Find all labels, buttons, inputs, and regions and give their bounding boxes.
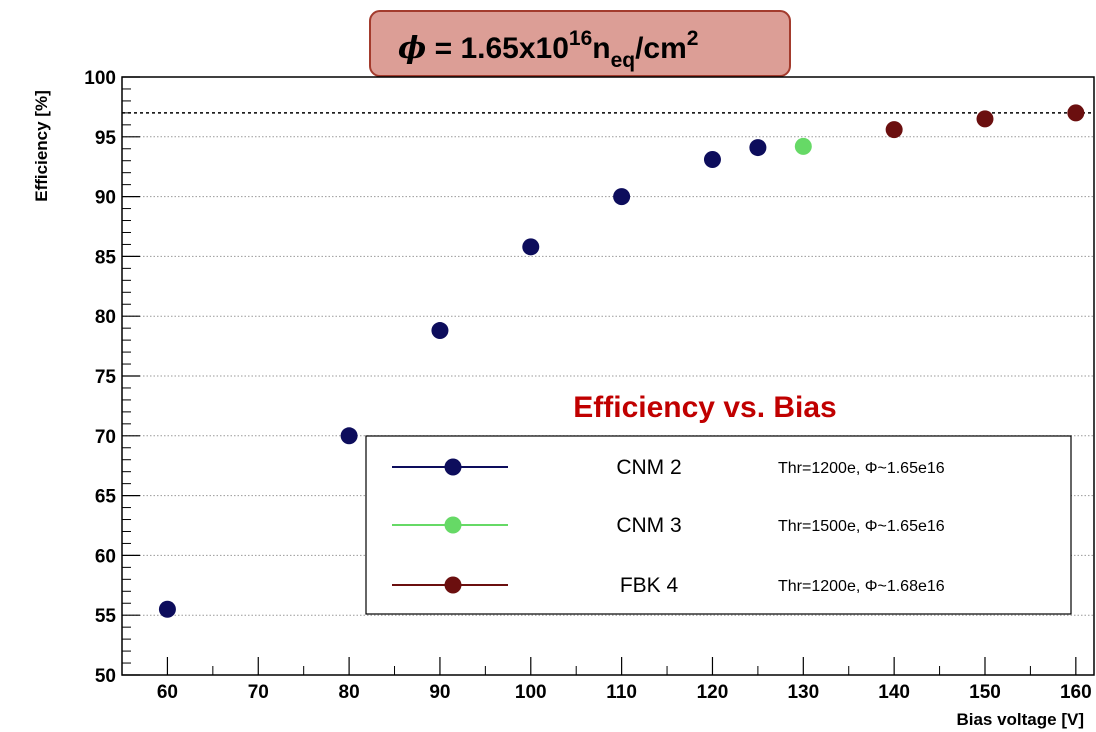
x-tick-label: 90 bbox=[429, 682, 450, 703]
title-equation: = 1.65x10 bbox=[426, 32, 569, 65]
y-tick-label: 85 bbox=[95, 247, 117, 268]
y-tick-label: 75 bbox=[95, 367, 117, 388]
y-tick-label: 70 bbox=[95, 427, 116, 448]
title-box: ϕ = 1.65x1016neq/cm2 bbox=[369, 10, 791, 77]
chart-annotation: Efficiency vs. Bias bbox=[573, 391, 836, 424]
x-tick-label: 120 bbox=[697, 682, 729, 703]
x-tick-label: 140 bbox=[878, 682, 910, 703]
x-axis-label: Bias voltage [V] bbox=[956, 710, 1084, 729]
data-point-fbk-4 bbox=[976, 110, 994, 128]
data-point-cnm-2 bbox=[703, 151, 721, 169]
title-unit: /cm bbox=[635, 32, 687, 65]
y-tick-label: 95 bbox=[95, 128, 117, 149]
legend-series-name: CNM 2 bbox=[616, 456, 681, 479]
grid bbox=[122, 136, 1094, 616]
title-exponent: 16 bbox=[569, 27, 592, 50]
legend-marker bbox=[444, 516, 462, 534]
y-tick-label: 100 bbox=[84, 68, 116, 89]
x-tick-label: 60 bbox=[157, 682, 178, 703]
data-points bbox=[158, 104, 1085, 618]
data-point-cnm-2 bbox=[522, 238, 540, 256]
x-tick-label: 80 bbox=[339, 682, 360, 703]
y-tick-label: 65 bbox=[95, 487, 117, 508]
legend-series-description: Thr=1500e, Φ~1.65e16 bbox=[778, 518, 945, 535]
title-subscript: eq bbox=[611, 49, 636, 72]
x-tick-label: 70 bbox=[248, 682, 269, 703]
data-point-cnm-2 bbox=[613, 188, 631, 206]
y-axis-label: Efficiency [%] bbox=[32, 90, 51, 201]
y-tick-label: 80 bbox=[95, 307, 116, 328]
y-axis: 50 55 60 65 70 75 80 85 90 95 100 bbox=[84, 68, 140, 687]
data-point-cnm-2 bbox=[749, 139, 767, 157]
title-n: n bbox=[592, 32, 610, 65]
data-point-cnm-3 bbox=[794, 137, 812, 155]
x-tick-label: 130 bbox=[787, 682, 819, 703]
title-box-background bbox=[369, 10, 791, 77]
data-point-fbk-4 bbox=[1067, 104, 1085, 122]
y-tick-label: 90 bbox=[95, 188, 116, 209]
legend-series-description: Thr=1200e, Φ~1.68e16 bbox=[778, 578, 945, 595]
legend-marker bbox=[444, 458, 462, 476]
data-point-cnm-2 bbox=[431, 322, 449, 340]
x-tick-label: 110 bbox=[606, 682, 637, 703]
y-tick-label: 50 bbox=[95, 666, 116, 687]
legend-series-name: FBK 4 bbox=[620, 574, 679, 597]
title-unit-exponent: 2 bbox=[687, 27, 699, 50]
data-point-fbk-4 bbox=[885, 121, 903, 139]
y-tick-label: 55 bbox=[95, 606, 117, 627]
legend-marker bbox=[444, 576, 462, 594]
chart-title: ϕ = 1.65x1016neq/cm2 bbox=[398, 27, 698, 72]
data-point-cnm-2 bbox=[340, 427, 358, 445]
title-symbol: ϕ bbox=[398, 31, 426, 66]
x-tick-label: 160 bbox=[1060, 682, 1092, 703]
data-point-cnm-2 bbox=[158, 600, 176, 618]
legend-series-description: Thr=1200e, Φ~1.65e16 bbox=[778, 460, 945, 477]
x-axis: 60 70 80 90 100 110 120 130 140 150 160 bbox=[121, 657, 1092, 703]
legend: CNM 2 Thr=1200e, Φ~1.65e16 CNM 3 Thr=1500e,… bbox=[365, 435, 1072, 615]
x-tick-label: 150 bbox=[969, 682, 1001, 703]
y-tick-label: 60 bbox=[95, 546, 116, 567]
x-tick-label: 100 bbox=[515, 682, 547, 703]
legend-series-name: CNM 3 bbox=[616, 514, 681, 537]
